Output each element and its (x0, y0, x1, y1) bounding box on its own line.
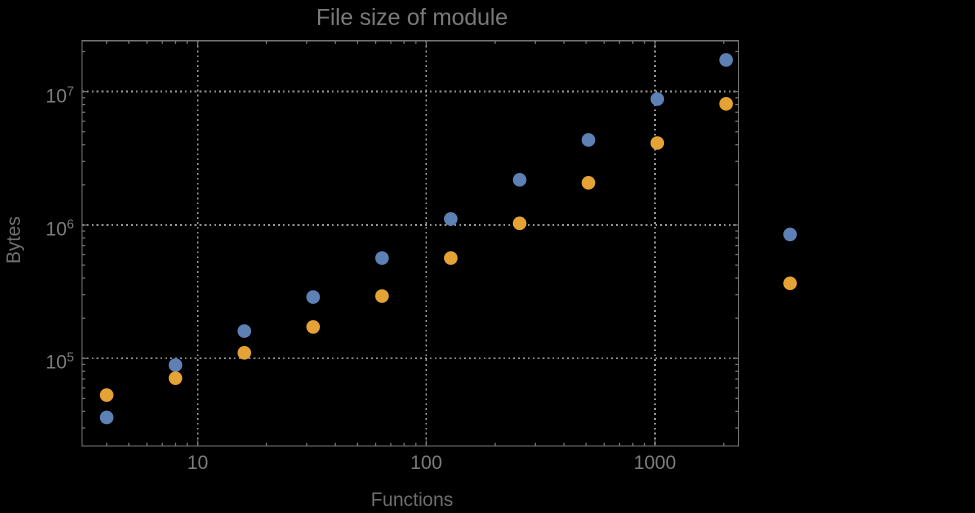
data-point-series-1-blue (99, 410, 114, 425)
data-point-series-1-blue (375, 251, 389, 265)
data-point-series-2-orange (581, 176, 596, 190)
data-point-series-1-blue (650, 92, 665, 106)
data-point-series-2-orange (375, 289, 389, 303)
data-point-series-2-orange (168, 371, 183, 385)
y-tick-exponent: 7 (66, 82, 74, 98)
x-tick-label: 10 (187, 453, 209, 474)
data-point-series-2-orange (237, 345, 252, 360)
data-point-series-1-blue (719, 53, 733, 67)
data-point-series-2-orange (512, 216, 527, 231)
y-tick-label: 105 (45, 349, 74, 374)
data-point-series-1-blue (444, 212, 458, 226)
data-point-series-2-orange (306, 320, 320, 334)
data-point-series-2-orange (650, 136, 665, 150)
x-axis-label: Functions (370, 490, 454, 511)
data-point-series-1-blue (168, 358, 183, 372)
plot-frame (81, 40, 740, 447)
y-tick-exponent: 5 (66, 349, 74, 365)
data-point-series-1-blue (237, 324, 252, 338)
data-point-series-1-blue (581, 133, 596, 147)
data-point-series-2-orange (444, 251, 458, 265)
data-point-series-1-blue (783, 227, 797, 242)
data-point-series-2-orange (99, 388, 114, 402)
y-axis-label: Bytes (4, 216, 25, 264)
y-tick-exponent: 6 (66, 216, 74, 232)
y-tick-label: 107 (45, 82, 74, 108)
data-point-series-1-blue (512, 173, 527, 187)
chart-title: File size of module (316, 4, 508, 30)
data-point-series-1-blue (306, 290, 320, 304)
x-tick-label: 1000 (633, 453, 677, 474)
data-point-series-2-orange (719, 97, 733, 111)
x-tick-label: 100 (410, 453, 443, 474)
y-tick-label: 106 (45, 216, 74, 241)
data-point-series-2-orange (783, 276, 797, 291)
